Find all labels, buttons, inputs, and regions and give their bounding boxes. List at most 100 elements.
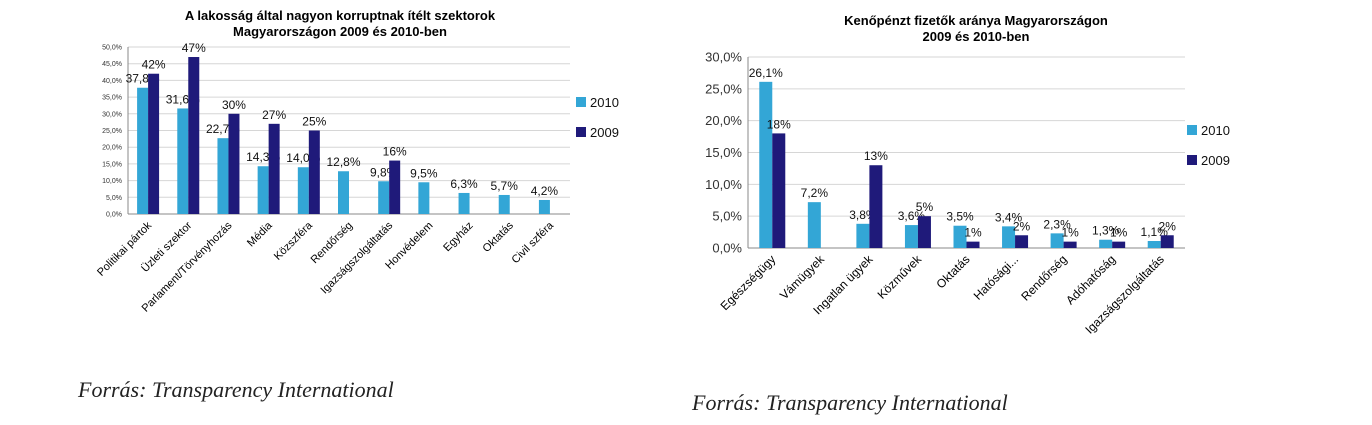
bar-2010 [498, 194, 510, 214]
data-label-2010: 4,2% [531, 184, 559, 198]
y-tick-label: 10,0% [102, 178, 122, 185]
legend-label-2010: 2010 [1201, 123, 1230, 138]
chart-title-line: A lakosság által nagyon korruptnak ítélt… [185, 8, 496, 23]
data-label-2010: 2,3% [1043, 217, 1071, 231]
data-label-2009: 2% [1159, 219, 1177, 233]
bar-2010 [807, 202, 821, 248]
bar-2009 [772, 133, 786, 248]
x-category-label: Közművek [875, 252, 925, 302]
data-label-2009: 1% [1110, 226, 1128, 240]
chart-panel-left: A lakosság által nagyon korruptnak ítélt… [78, 8, 619, 402]
bar-2009 [389, 160, 401, 214]
chart-title-line: Kenőpénzt fizetők aránya Magyarországon [844, 13, 1108, 28]
bar-2010 [458, 192, 470, 214]
data-label-2009: 13% [864, 149, 888, 163]
bar-2010 [217, 138, 229, 214]
bar-2010 [338, 171, 349, 214]
data-label-2010: 3,4% [995, 210, 1023, 224]
x-category-label: Oktatás [933, 252, 972, 291]
y-tick-label: 5,0% [712, 209, 742, 224]
x-category-label: Vámügyek [777, 252, 828, 303]
y-tick-label: 20,0% [705, 113, 742, 128]
chart-left: A lakosság által nagyon korruptnak ítélt… [95, 8, 619, 315]
bar-2010 [418, 182, 430, 214]
data-label-2009: 1% [964, 226, 982, 240]
data-label-2009: 25% [302, 115, 326, 129]
bar-2010 [137, 87, 149, 214]
data-label-2010: 9,5% [410, 166, 438, 180]
chart-title-line: 2009 és 2010-ben [923, 29, 1030, 44]
bar-2010 [856, 223, 870, 248]
y-tick-label: 25,0% [705, 81, 742, 96]
legend-label-2009: 2009 [590, 125, 619, 140]
y-tick-label: 35,0% [102, 95, 122, 102]
data-label-2009: 5% [916, 200, 934, 214]
source-caption-right: Forrás: Transparency International [692, 390, 1008, 415]
data-label-2010: 6,3% [450, 177, 478, 191]
data-label-2010: 3,5% [946, 210, 974, 224]
bar-2010 [378, 181, 390, 214]
legend-label-2010: 2010 [590, 95, 619, 110]
bar-2010 [953, 225, 967, 248]
bar-2009 [1112, 241, 1126, 248]
legend-swatch-2010 [1187, 125, 1197, 135]
x-category-label: Egészségügy [718, 252, 779, 313]
bar-2009 [966, 241, 980, 248]
chart-title-line: Magyarországon 2009 és 2010-ben [233, 24, 447, 39]
bar-2010 [257, 166, 269, 214]
bar-2009 [308, 130, 320, 214]
bar-2009 [1015, 235, 1029, 248]
data-label-2009: 2% [1013, 219, 1031, 233]
bar-2010 [1147, 240, 1161, 248]
data-label-2010: 26,1% [749, 66, 783, 80]
bar-2009 [1063, 241, 1077, 248]
y-tick-label: 25,0% [102, 128, 122, 135]
legend-label-2009: 2009 [1201, 153, 1230, 168]
bar-2010 [538, 199, 550, 214]
data-label-2009: 30% [222, 98, 246, 112]
chart-right: Kenőpénzt fizetők aránya Magyarországon2… [705, 13, 1230, 337]
bar-2010 [1050, 233, 1064, 248]
data-label-2009: 16% [383, 145, 407, 159]
y-tick-label: 45,0% [102, 61, 122, 68]
data-label-2010: 5,7% [491, 179, 519, 193]
y-tick-label: 15,0% [705, 145, 742, 160]
data-label-2009: 1% [1061, 226, 1079, 240]
data-label-2009: 47% [182, 41, 206, 55]
y-tick-label: 30,0% [705, 50, 742, 65]
bar-2009 [148, 73, 160, 214]
bar-2009 [917, 216, 931, 248]
chart-panel-right: Kenőpénzt fizetők aránya Magyarországon 2… [686, 0, 1372, 425]
y-tick-label: 0,0% [712, 241, 742, 256]
y-tick-label: 20,0% [102, 145, 122, 152]
bar-2009 [228, 113, 240, 214]
x-category-label: Rendőrség [1018, 252, 1069, 303]
legend-swatch-2010 [576, 97, 586, 107]
y-tick-label: 30,0% [102, 111, 122, 118]
y-tick-label: 0,0% [106, 211, 122, 218]
data-label-2010: 7,2% [801, 186, 829, 200]
bar-2009 [268, 123, 280, 214]
bar-2010 [177, 108, 189, 214]
data-label-2009: 18% [767, 117, 791, 131]
bar-2010 [297, 167, 309, 214]
source-caption-left: Forrás: Transparency International [78, 377, 394, 402]
y-tick-label: 50,0% [102, 44, 122, 51]
legend-swatch-2009 [576, 127, 586, 137]
y-tick-label: 10,0% [705, 177, 742, 192]
bar-2010 [904, 225, 918, 248]
data-label-2009: 42% [142, 58, 166, 72]
y-tick-label: 15,0% [102, 161, 122, 168]
bar-2010 [1002, 226, 1016, 248]
bar-2009 [1160, 235, 1174, 248]
bar-2010 [1099, 239, 1113, 248]
x-category-label: Hatósági... [971, 252, 1021, 302]
data-label-2010: 12,8% [326, 155, 360, 169]
legend-swatch-2009 [1187, 155, 1197, 165]
bar-2010 [759, 81, 773, 248]
y-tick-label: 5,0% [106, 195, 122, 202]
data-label-2010: 1,3% [1092, 224, 1120, 238]
bar-2009 [869, 165, 883, 248]
data-label-2009: 27% [262, 108, 286, 122]
bar-2009 [188, 57, 200, 214]
